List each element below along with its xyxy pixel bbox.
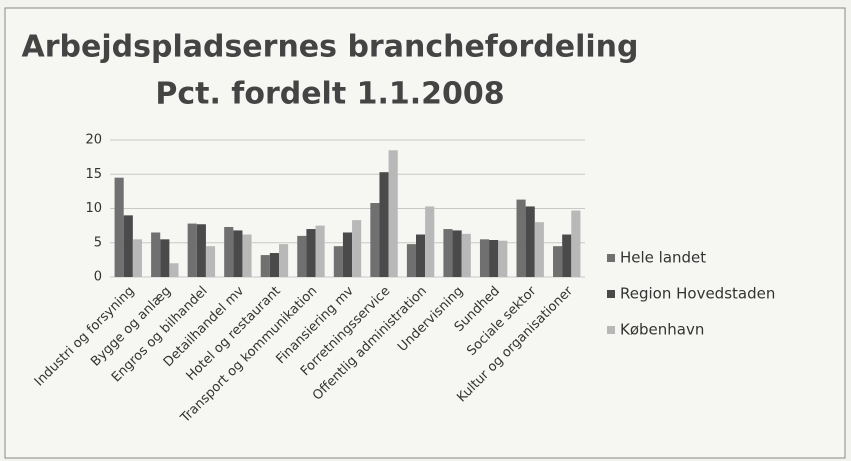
- y-tick-label: 15: [85, 167, 102, 182]
- legend-label: Hele landet: [620, 249, 706, 267]
- bar: [370, 203, 380, 277]
- legend-label: Region Hovedstaden: [620, 285, 775, 303]
- bar: [479, 239, 490, 277]
- bar: [379, 172, 389, 277]
- bar: [416, 234, 426, 277]
- bar: [306, 229, 316, 277]
- chart-title: Arbejdspladsernes branchefordeling: [22, 30, 639, 65]
- chart-frame: [4, 7, 846, 459]
- y-tick-label: 0: [94, 270, 102, 285]
- y-tick-label: 5: [94, 235, 102, 250]
- bar: [406, 244, 417, 277]
- bar: [169, 263, 179, 277]
- bar: [489, 240, 499, 277]
- bar: [562, 234, 572, 277]
- legend-label: København: [620, 321, 704, 339]
- bar: [297, 235, 307, 277]
- bar: [498, 240, 508, 277]
- y-tick-label: 20: [85, 133, 102, 148]
- bar: [388, 150, 398, 277]
- bar: [260, 255, 270, 277]
- bar: [452, 230, 462, 277]
- bar: [443, 229, 453, 277]
- bar: [160, 239, 170, 277]
- bar: [315, 225, 325, 277]
- chart-subtitle: Pct. fordelt 1.1.2008: [155, 77, 504, 112]
- bar: [516, 199, 526, 277]
- bar: [123, 215, 133, 277]
- bar: [553, 246, 563, 277]
- y-tick-label: 10: [85, 201, 102, 216]
- bar: [269, 253, 279, 277]
- bar: [233, 230, 243, 277]
- legend-swatch: [607, 290, 615, 298]
- legend-swatch: [607, 254, 615, 262]
- bar: [534, 222, 544, 277]
- bar: [278, 244, 289, 277]
- bar: [196, 224, 206, 277]
- bar: [114, 177, 124, 277]
- bar: [342, 232, 353, 277]
- bar: [333, 246, 343, 277]
- bar: [132, 239, 142, 277]
- bar: [425, 206, 435, 277]
- bar: [187, 223, 197, 277]
- bar: [151, 232, 161, 277]
- bar: [242, 234, 252, 277]
- legend-swatch: [607, 326, 615, 334]
- bar: [224, 226, 234, 277]
- bar: [352, 220, 362, 277]
- bar: [571, 210, 581, 277]
- bar: [525, 206, 535, 277]
- bar: [205, 246, 216, 277]
- bar: [461, 233, 471, 277]
